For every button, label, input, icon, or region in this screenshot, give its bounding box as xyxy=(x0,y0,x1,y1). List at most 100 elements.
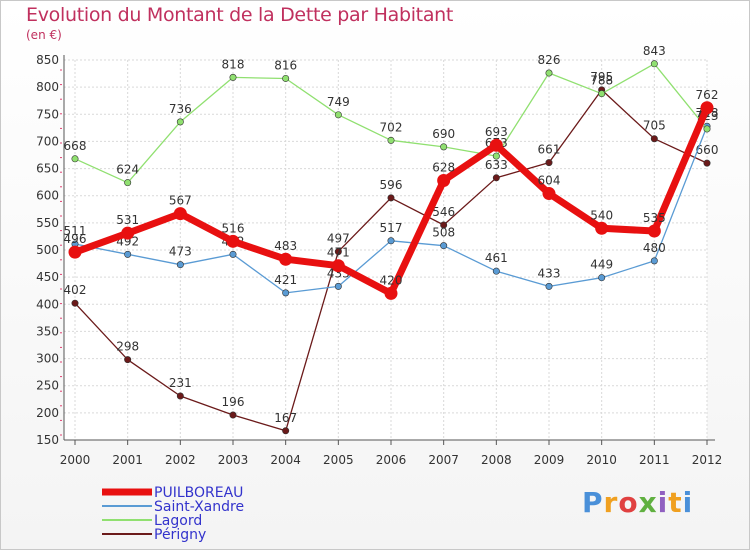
y-axis-unit: (en €) xyxy=(26,28,62,42)
data-label: 668 xyxy=(64,139,87,153)
data-label: 461 xyxy=(485,251,508,265)
data-label: 660 xyxy=(696,143,719,157)
x-tick-label: 2010 xyxy=(586,453,617,467)
logo-letter: i xyxy=(682,486,694,519)
data-point xyxy=(229,250,237,258)
data-point xyxy=(598,90,606,98)
data-point xyxy=(492,174,500,182)
chart-title: Evolution du Montant de la Dette par Hab… xyxy=(26,4,454,26)
data-label: 628 xyxy=(432,161,455,175)
x-tick-label: 2012 xyxy=(692,453,723,467)
data-label: 449 xyxy=(590,258,613,272)
data-point xyxy=(489,138,503,152)
y-tick-label: 450 xyxy=(36,270,59,284)
data-label: 167 xyxy=(274,411,297,425)
y-tick-label: 550 xyxy=(36,216,59,230)
logo-letter: t xyxy=(668,486,683,519)
data-point xyxy=(647,224,661,238)
data-label: 540 xyxy=(590,208,613,222)
data-point xyxy=(334,111,342,119)
data-label: 816 xyxy=(274,58,297,72)
x-tick-label: 2008 xyxy=(481,453,512,467)
data-point xyxy=(703,159,711,167)
data-point xyxy=(700,101,714,115)
data-label: 818 xyxy=(222,57,245,71)
data-point xyxy=(68,245,82,259)
data-point xyxy=(176,261,184,269)
data-point xyxy=(71,299,79,307)
data-point xyxy=(387,194,395,202)
data-label: 736 xyxy=(169,102,192,116)
data-label: 702 xyxy=(380,120,403,134)
data-label: 749 xyxy=(327,95,350,109)
data-label: 480 xyxy=(643,241,666,255)
data-label: 596 xyxy=(380,178,403,192)
data-point xyxy=(387,237,395,245)
data-label: 535 xyxy=(643,211,666,225)
data-point xyxy=(545,69,553,77)
data-label: 517 xyxy=(380,221,403,235)
y-tick-label: 250 xyxy=(36,379,59,393)
y-tick-label: 400 xyxy=(36,297,59,311)
data-point xyxy=(226,234,240,248)
legend-label: Saint-Xandre xyxy=(154,499,244,515)
data-label: 231 xyxy=(169,376,192,390)
data-point xyxy=(440,221,448,229)
data-label: 624 xyxy=(116,163,139,177)
x-tick-label: 2011 xyxy=(639,453,670,467)
data-point xyxy=(440,143,448,151)
y-tick-label: 350 xyxy=(36,324,59,338)
data-label: 420 xyxy=(380,273,403,287)
data-point xyxy=(492,267,500,275)
x-tick-label: 2003 xyxy=(218,453,249,467)
data-point xyxy=(334,282,342,290)
data-label: 567 xyxy=(169,194,192,208)
data-label: 795 xyxy=(590,70,613,84)
proxiti-logo: Proxiti xyxy=(582,486,693,519)
data-label: 516 xyxy=(222,221,245,235)
data-point xyxy=(650,135,658,143)
y-tick-label: 650 xyxy=(36,162,59,176)
data-point xyxy=(492,152,500,160)
y-tick-label: 300 xyxy=(36,352,59,366)
y-tick-label: 200 xyxy=(36,406,59,420)
data-point xyxy=(650,60,658,68)
logo-letter: P xyxy=(582,486,604,519)
data-label: 705 xyxy=(643,119,666,133)
y-tick-label: 700 xyxy=(36,134,59,148)
data-point xyxy=(279,252,293,266)
data-label: 496 xyxy=(64,232,87,246)
legend-label: PUILBOREAU xyxy=(154,485,243,501)
data-point xyxy=(282,427,290,435)
data-point xyxy=(437,174,451,188)
data-point xyxy=(387,136,395,144)
data-point xyxy=(545,159,553,167)
data-label: 826 xyxy=(538,53,561,67)
data-point xyxy=(71,155,79,163)
legend-label: Lagord xyxy=(154,513,202,529)
data-label: 788 xyxy=(590,74,613,88)
y-tick-label: 600 xyxy=(36,189,59,203)
data-point xyxy=(124,356,132,364)
logo-letter: r xyxy=(603,486,619,519)
data-label: 843 xyxy=(643,44,666,58)
data-point xyxy=(229,411,237,419)
data-point xyxy=(173,207,187,221)
data-label: 471 xyxy=(327,246,350,260)
x-tick-label: 2007 xyxy=(428,453,459,467)
logo-letter: x xyxy=(638,486,658,519)
data-point xyxy=(598,274,606,282)
data-label: 196 xyxy=(222,395,245,409)
x-tick-label: 2001 xyxy=(112,453,143,467)
logo-letter: i xyxy=(657,486,669,519)
x-tick-label: 2005 xyxy=(323,453,354,467)
data-label: 546 xyxy=(432,205,455,219)
y-tick-label: 750 xyxy=(36,107,59,121)
data-label: 661 xyxy=(538,143,561,157)
data-point xyxy=(334,248,342,256)
legend-label: Périgny xyxy=(154,527,206,543)
data-label: 762 xyxy=(696,88,719,102)
data-label: 604 xyxy=(538,174,561,188)
data-point xyxy=(331,259,345,273)
data-point xyxy=(176,118,184,126)
